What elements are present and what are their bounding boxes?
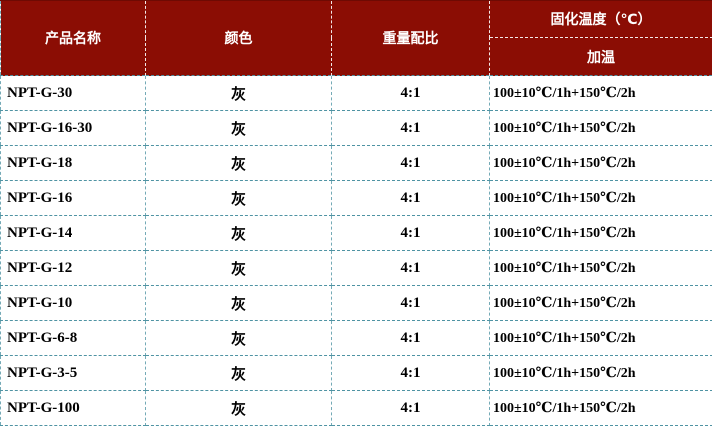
cell-ratio: 4:1: [331, 145, 490, 181]
table-row: NPT-G-14 灰 4:1 100±10℃/1h+150℃/2h: [0, 215, 712, 251]
header-curing-heating: 加温: [489, 37, 712, 76]
cell-curing: 100±10℃/1h+150℃/2h: [489, 320, 712, 356]
cell-ratio: 4:1: [331, 75, 490, 111]
table-row: NPT-G-12 灰 4:1 100±10℃/1h+150℃/2h: [0, 250, 712, 286]
cell-ratio: 4:1: [331, 215, 490, 251]
table-row: NPT-G-18 灰 4:1 100±10℃/1h+150℃/2h: [0, 145, 712, 181]
cell-curing: 100±10℃/1h+150℃/2h: [489, 180, 712, 216]
header-color: 颜色: [145, 0, 332, 76]
table-row: NPT-G-16 灰 4:1 100±10℃/1h+150℃/2h: [0, 180, 712, 216]
cell-ratio: 4:1: [331, 285, 490, 321]
cell-color: 灰: [145, 390, 332, 426]
cell-ratio: 4:1: [331, 355, 490, 391]
cell-product-name: NPT-G-3-5: [0, 355, 146, 391]
cell-curing: 100±10℃/1h+150℃/2h: [489, 145, 712, 181]
cell-ratio: 4:1: [331, 250, 490, 286]
cell-product-name: NPT-G-100: [0, 390, 146, 426]
table-row: NPT-G-30 灰 4:1 100±10℃/1h+150℃/2h: [0, 75, 712, 111]
cell-color: 灰: [145, 215, 332, 251]
cell-product-name: NPT-G-6-8: [0, 320, 146, 356]
header-curing-temp: 固化温度（℃）: [489, 0, 712, 38]
cell-product-name: NPT-G-16: [0, 180, 146, 216]
cell-product-name: NPT-G-30: [0, 75, 146, 111]
cell-curing: 100±10℃/1h+150℃/2h: [489, 215, 712, 251]
cell-curing: 100±10℃/1h+150℃/2h: [489, 390, 712, 426]
table-body: NPT-G-30 灰 4:1 100±10℃/1h+150℃/2h NPT-G-…: [0, 75, 712, 426]
table-row: NPT-G-3-5 灰 4:1 100±10℃/1h+150℃/2h: [0, 355, 712, 391]
cell-color: 灰: [145, 145, 332, 181]
table-row: NPT-G-100 灰 4:1 100±10℃/1h+150℃/2h: [0, 390, 712, 426]
table-row: NPT-G-10 灰 4:1 100±10℃/1h+150℃/2h: [0, 285, 712, 321]
cell-color: 灰: [145, 250, 332, 286]
table-row: NPT-G-6-8 灰 4:1 100±10℃/1h+150℃/2h: [0, 320, 712, 356]
cell-ratio: 4:1: [331, 110, 490, 146]
cell-curing: 100±10℃/1h+150℃/2h: [489, 355, 712, 391]
cell-curing: 100±10℃/1h+150℃/2h: [489, 110, 712, 146]
cell-product-name: NPT-G-18: [0, 145, 146, 181]
cell-product-name: NPT-G-12: [0, 250, 146, 286]
cell-color: 灰: [145, 320, 332, 356]
cell-curing: 100±10℃/1h+150℃/2h: [489, 75, 712, 111]
cell-ratio: 4:1: [331, 390, 490, 426]
cell-color: 灰: [145, 75, 332, 111]
table-header: 产品名称 颜色 重量配比 固化温度（℃） 加温: [0, 0, 712, 76]
cell-product-name: NPT-G-14: [0, 215, 146, 251]
cell-color: 灰: [145, 180, 332, 216]
cell-curing: 100±10℃/1h+150℃/2h: [489, 250, 712, 286]
cell-ratio: 4:1: [331, 180, 490, 216]
cell-color: 灰: [145, 355, 332, 391]
cell-product-name: NPT-G-10: [0, 285, 146, 321]
table-row: NPT-G-16-30 灰 4:1 100±10℃/1h+150℃/2h: [0, 110, 712, 146]
header-weight-ratio: 重量配比: [331, 0, 490, 76]
cell-color: 灰: [145, 285, 332, 321]
cell-ratio: 4:1: [331, 320, 490, 356]
cell-product-name: NPT-G-16-30: [0, 110, 146, 146]
cell-curing: 100±10℃/1h+150℃/2h: [489, 285, 712, 321]
header-product-name: 产品名称: [0, 0, 146, 76]
cell-color: 灰: [145, 110, 332, 146]
